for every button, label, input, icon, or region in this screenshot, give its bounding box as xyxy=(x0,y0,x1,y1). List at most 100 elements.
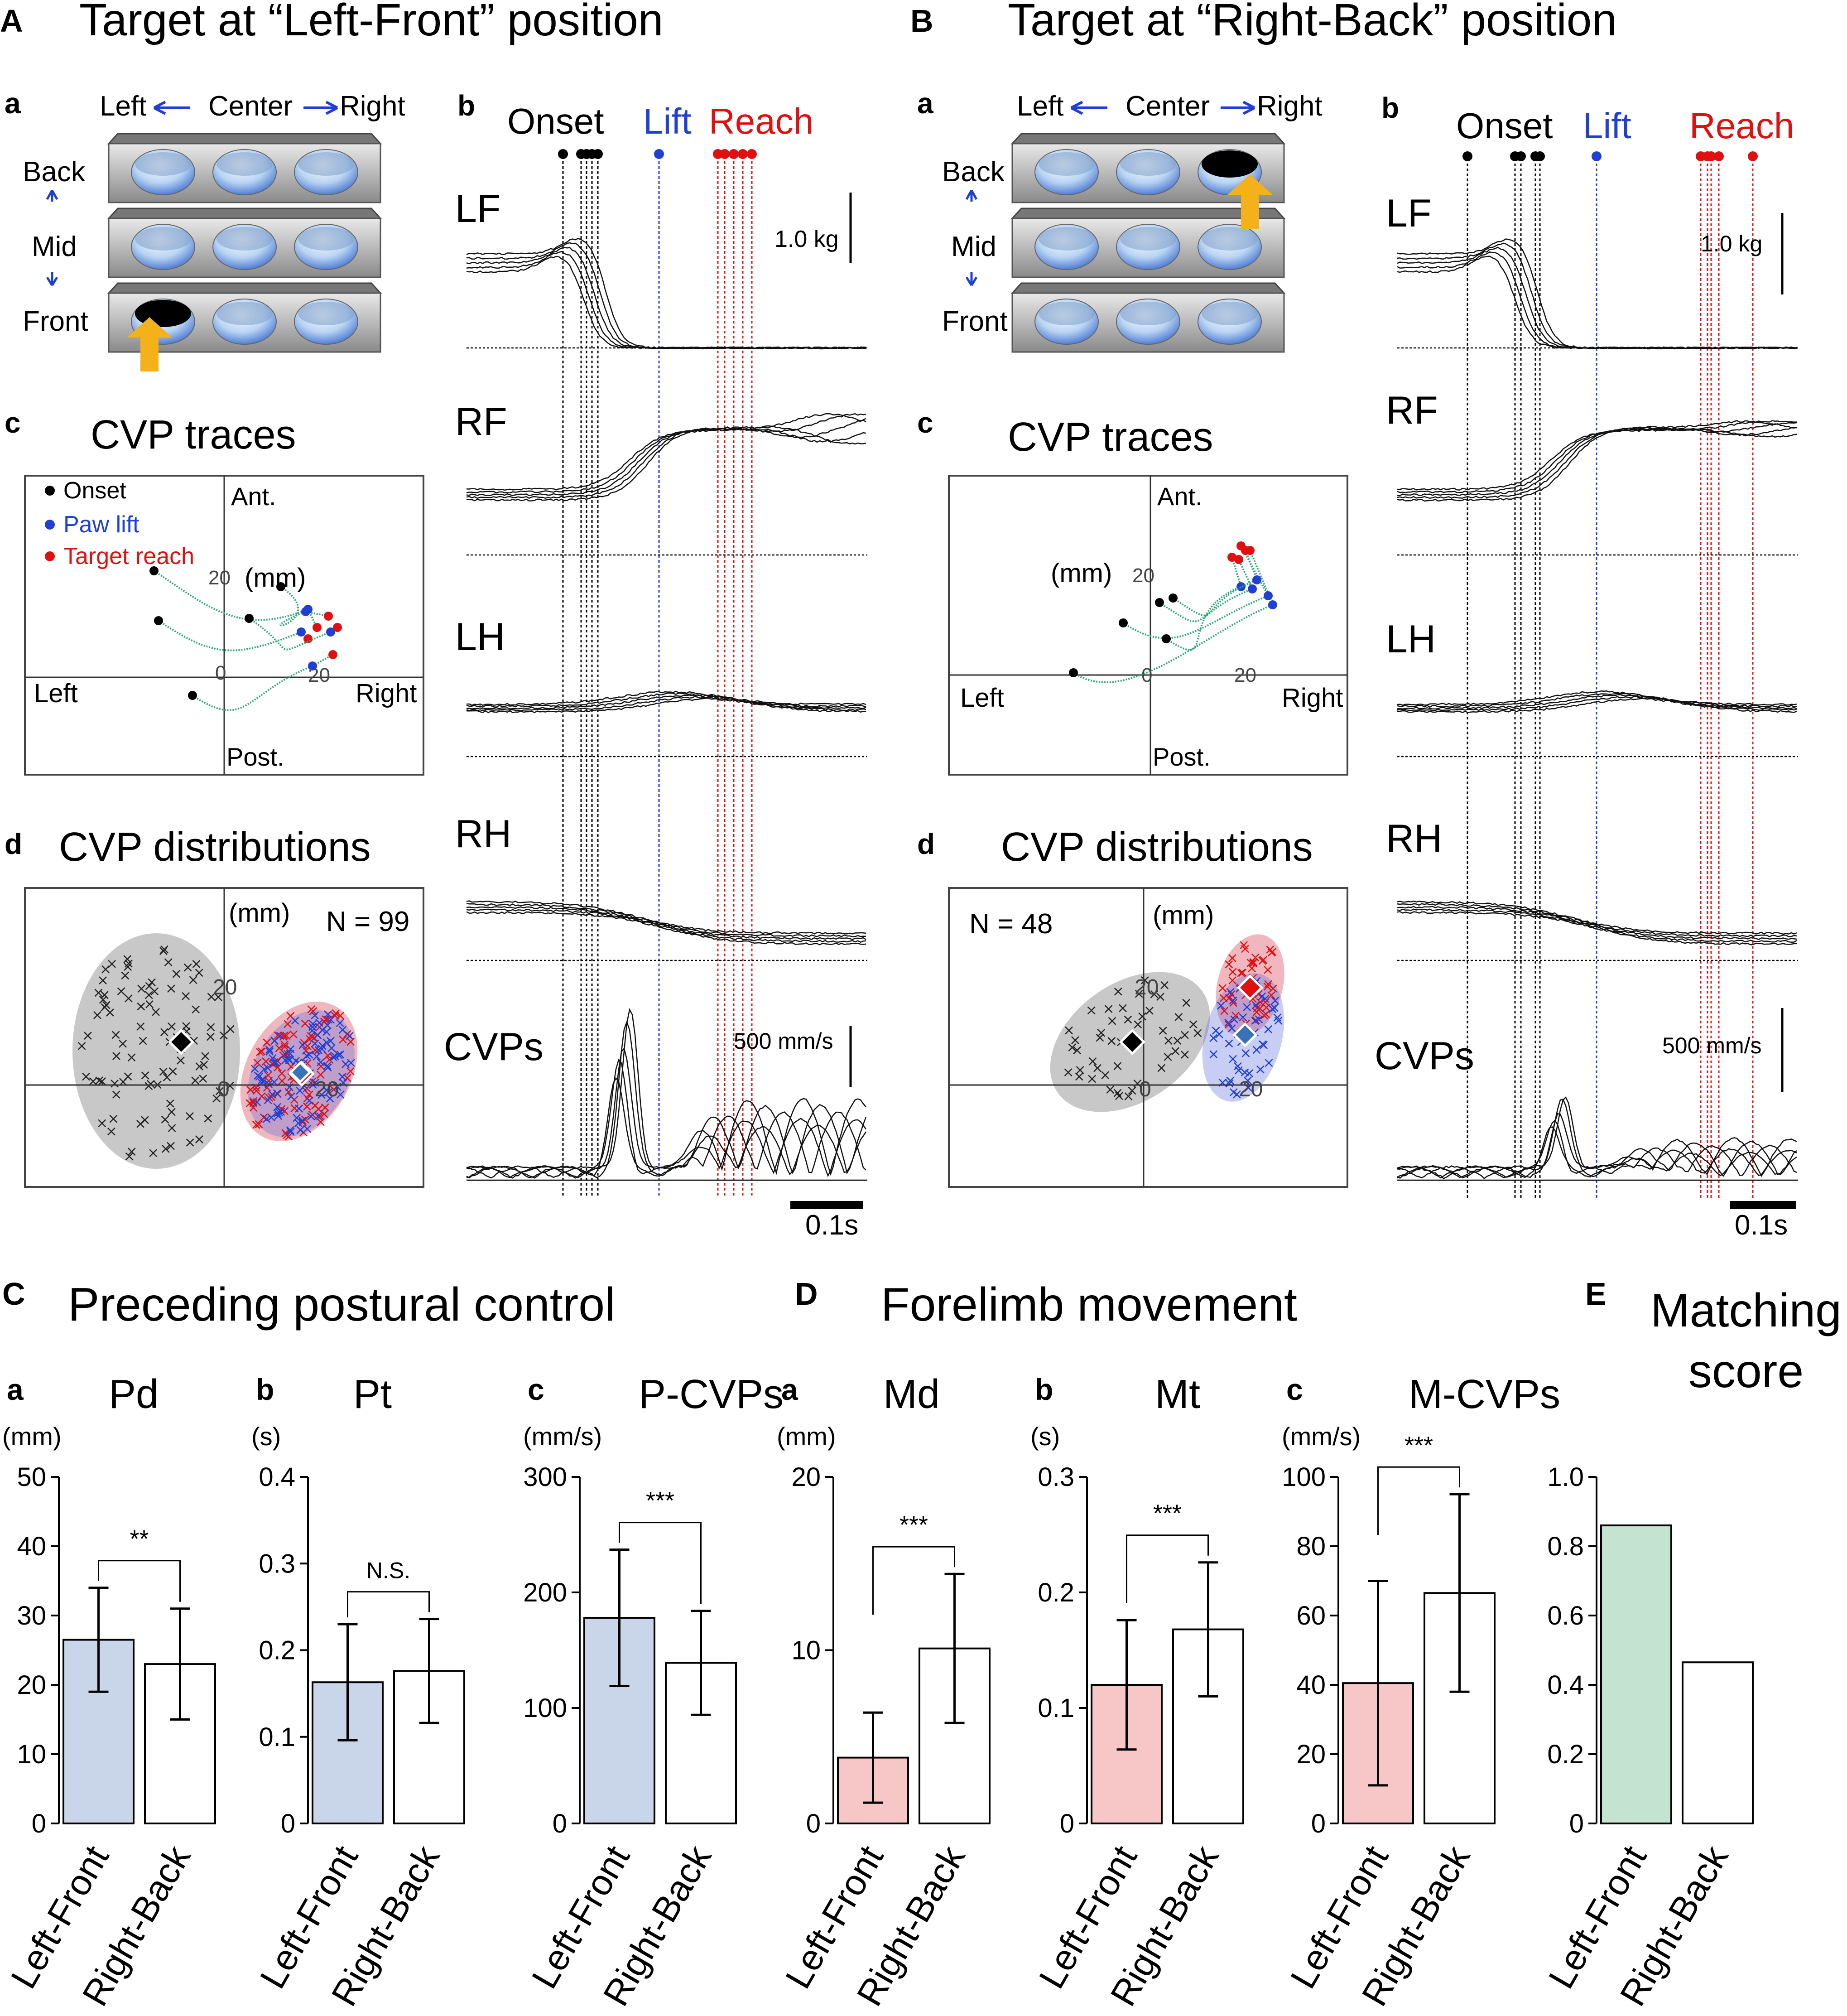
A-d-onset-cross xyxy=(160,1028,168,1037)
chart-Db-ytick-label: 0.1 xyxy=(1038,1693,1074,1723)
A-d-onset-cross xyxy=(182,992,190,1000)
A-d-onset-cross xyxy=(214,993,222,1001)
A-d-lift-cross xyxy=(293,1114,301,1122)
B-d-frame xyxy=(948,887,1348,1188)
B-d-onset-cross xyxy=(1145,1007,1154,1015)
A-d-lift-cross xyxy=(264,1096,272,1104)
B-d-reach-cross xyxy=(1256,998,1265,1006)
chart-Dc-ytick-label: 0 xyxy=(1311,1809,1326,1838)
A-d-onset-cross xyxy=(94,989,103,997)
A-b-label-CVPs: CVPs xyxy=(444,1025,544,1069)
B-c-onset-point xyxy=(1069,668,1078,677)
B-a-letter: a xyxy=(917,87,933,120)
A-d-onset-cross xyxy=(167,1142,175,1150)
A-b-label-LH: LH xyxy=(455,615,505,659)
B-c-onset-point xyxy=(1162,634,1171,643)
B-d-reach-cross xyxy=(1260,1011,1269,1020)
A-d-onset-cross xyxy=(199,1075,207,1083)
B-d-onset-cross xyxy=(1133,1079,1142,1088)
A-d-onset-cross xyxy=(119,1078,127,1086)
A-a-cup-rim xyxy=(135,152,191,176)
A-c-onset-point xyxy=(276,582,285,591)
A-c-left: Left xyxy=(34,679,78,708)
A-a-cup-rim xyxy=(135,227,191,251)
A-d-onset-cross xyxy=(167,984,175,993)
B-d-onset-cross xyxy=(1093,1064,1101,1072)
chart-E-ytick-label: 0.4 xyxy=(1547,1670,1584,1700)
A-c-onset-point xyxy=(245,614,254,623)
A-d-reach-cross xyxy=(274,1063,282,1071)
chart-Da-ylabel: (mm) xyxy=(777,1422,836,1451)
A-d-lift-cross xyxy=(305,1051,313,1059)
A-d-onset-cross xyxy=(195,969,203,977)
A-a-tray-lip xyxy=(107,133,382,145)
A-d-lift-cross xyxy=(295,1104,303,1113)
A-b-lift-dot xyxy=(654,149,664,159)
B-b-trace-RH xyxy=(1397,911,1797,945)
A-d-onset-cross xyxy=(108,960,116,968)
A-d-onset-cross xyxy=(123,955,132,964)
B-b-onset-dot xyxy=(1462,151,1472,161)
section-D-title: Forelimb movement xyxy=(881,1278,1297,1331)
B-d-onset-cross xyxy=(1181,1031,1189,1039)
A-d-n: N = 99 xyxy=(326,906,409,937)
chart-E-ytick-label: 1.0 xyxy=(1547,1462,1584,1492)
B-b-trace-LH xyxy=(1397,690,1797,706)
A-b-traces: b Onset Lift Reach LF RF LH RH CVPs 1.0 … xyxy=(444,89,867,1241)
A-b-reach-dot xyxy=(729,149,739,159)
A-a-col-right: Right xyxy=(340,91,405,122)
chart-Db-ytick-label: 0.2 xyxy=(1038,1578,1074,1607)
chart-Db-letter: b xyxy=(1035,1373,1053,1406)
B-d-onset-cross xyxy=(1159,1027,1167,1035)
A-d-onset-cross xyxy=(148,978,156,987)
chart-Da-sig-label: *** xyxy=(899,1511,928,1539)
B-d-onset-cross xyxy=(1135,989,1143,998)
A-d-onset-cross xyxy=(207,1023,215,1032)
A-c-legend-lift-dot xyxy=(45,520,55,530)
B-c-post: Post. xyxy=(1153,743,1211,771)
A-d-lift-cross xyxy=(317,1058,325,1066)
section-C-header: C Preceding postural control xyxy=(2,1276,615,1331)
A-d-tick-0: 0 xyxy=(217,1077,230,1101)
B-a-row-front: Front xyxy=(942,306,1008,337)
chart-Cb-letter: b xyxy=(256,1373,274,1406)
B-d-onset-cross xyxy=(1064,1068,1073,1076)
chart-Cc-sig-bracket xyxy=(619,1522,702,1604)
A-b-trace-RH xyxy=(466,908,866,943)
A-d-lift-cross xyxy=(336,1050,345,1059)
A-d-onset-cross xyxy=(144,991,153,999)
A-d-onset-cross xyxy=(136,1022,145,1031)
B-d-onset-cross xyxy=(1068,1043,1077,1052)
B-d-lift-cross xyxy=(1264,1025,1273,1033)
chart-Da-sig-bracket xyxy=(872,1546,955,1615)
B-c-tick-20-y: 20 xyxy=(1132,564,1154,587)
A-b-trace-RF xyxy=(466,426,866,491)
A-c-lift-point xyxy=(326,627,335,637)
A-c-tick-20-y: 20 xyxy=(208,567,231,589)
A-b-time-scale: 0.1s xyxy=(805,1210,858,1241)
B-d-reach-cross xyxy=(1267,991,1275,999)
chart-Db-title: Mt xyxy=(1155,1372,1200,1417)
chart-Cb-sig-label: N.S. xyxy=(366,1558,410,1583)
A-d-reach-cross xyxy=(284,1020,292,1028)
A-d-lift-cross xyxy=(298,1041,307,1049)
B-d-lift-cross xyxy=(1270,1003,1279,1012)
A-c-trajectory xyxy=(158,620,309,651)
A-a-row-mid: Mid xyxy=(32,231,77,262)
A-d-reach-cross xyxy=(329,1085,338,1094)
chart-E-bar-Right-Back xyxy=(1682,1661,1754,1824)
B-d-reach-cross xyxy=(1240,941,1248,950)
A-c-right: Right xyxy=(356,679,417,708)
A-c-legend-onset: Onset xyxy=(63,477,126,504)
chart-Cc: c P-CVPs(mm/s)0100200300Left-FrontRight-B… xyxy=(523,1372,784,2012)
B-d-lift-cross xyxy=(1233,1062,1242,1071)
chart-Cb-ytick-label: 0.3 xyxy=(259,1549,295,1578)
B-b-trace-RH xyxy=(1397,903,1797,938)
A-d-onset-cross xyxy=(100,991,109,999)
B-d-lift-cross xyxy=(1241,1049,1250,1057)
A-d-onset-cross xyxy=(137,1002,145,1011)
B-d-tick-20-x: 20 xyxy=(1239,1077,1263,1101)
chart-Ca-ytick-label: 0 xyxy=(32,1809,46,1838)
B-d-reach-cross xyxy=(1238,969,1247,977)
